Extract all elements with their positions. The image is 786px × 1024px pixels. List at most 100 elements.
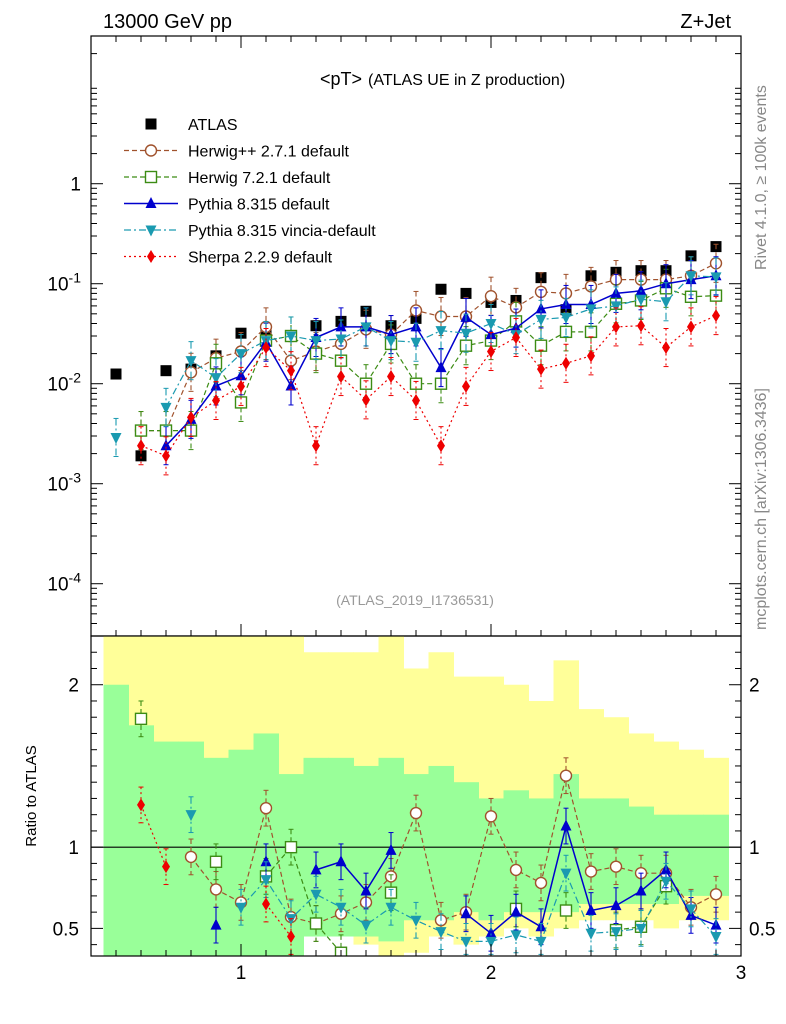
data-point-vincia xyxy=(685,271,697,283)
legend-marker xyxy=(147,250,155,263)
data-point-atlas xyxy=(435,283,447,295)
data-point-vincia xyxy=(185,356,197,368)
data-point-sherpa xyxy=(562,356,570,370)
data-point-herwigpp xyxy=(559,769,573,782)
data-point-vincia xyxy=(410,337,422,349)
data-point-sherpa xyxy=(537,362,545,376)
series-line-vincia xyxy=(240,871,717,943)
data-point-sherpa xyxy=(137,798,145,812)
data-point-herwigpp xyxy=(609,860,623,873)
data-point-vincia xyxy=(460,328,472,340)
ratio-y-axis-label: Ratio to ATLAS xyxy=(23,745,40,846)
data-point-vincia xyxy=(510,930,522,942)
data-point-sherpa xyxy=(312,439,320,453)
ratio-x-tick-label: 1 xyxy=(236,963,247,984)
data-point-herwig7 xyxy=(134,424,148,437)
data-point-herwig7 xyxy=(309,917,323,930)
series-line-sherpa xyxy=(140,804,292,937)
data-point-vincia xyxy=(460,936,472,948)
data-point-vincia xyxy=(235,902,247,914)
data-point-vincia xyxy=(660,297,672,309)
uncertainty-band-inner xyxy=(703,814,729,896)
analysis-watermark: (ATLAS_2019_I1736531) xyxy=(336,592,494,608)
ratio-panel: 0.5 0.5 1 1 2 2 1 2 3 Ratio to ATLAS xyxy=(23,635,775,984)
uncertainty-band-inner xyxy=(128,725,154,956)
data-point-sherpa xyxy=(437,439,445,453)
data-point-vincia xyxy=(560,868,572,880)
data-point-vincia xyxy=(335,334,347,346)
data-point-sherpa xyxy=(287,364,295,378)
data-point-sherpa xyxy=(487,344,495,358)
series-sherpa xyxy=(137,296,720,476)
legend-label: Sherpa 2.2.9 default xyxy=(188,250,333,267)
data-point-pythia xyxy=(585,904,597,916)
legend-label: Herwig 7.2.1 default xyxy=(188,170,331,187)
data-point-herwigpp xyxy=(259,801,273,815)
data-point-sherpa xyxy=(687,320,695,334)
y-tick-label: 10-4 xyxy=(47,570,81,596)
data-point-atlas xyxy=(460,287,472,299)
data-point-pythia xyxy=(360,884,372,896)
data-point-herwigpp xyxy=(534,876,548,890)
data-point-pythia xyxy=(485,926,497,938)
series-vincia xyxy=(185,796,722,955)
data-point-herwig7 xyxy=(284,840,298,854)
data-point-sherpa xyxy=(137,439,145,453)
header-process-label: Z+Jet xyxy=(680,11,731,33)
data-point-vincia xyxy=(235,349,247,361)
data-point-herwig7 xyxy=(359,377,373,390)
data-point-sherpa xyxy=(587,349,595,363)
data-point-herwig7 xyxy=(559,904,573,917)
data-point-vincia xyxy=(535,314,547,326)
plot-title-main: <pT> xyxy=(320,69,362,89)
mcplots-source-label: mcplots.cern.ch [arXiv:1306.3436] xyxy=(753,388,770,630)
data-point-pythia xyxy=(285,379,297,391)
data-point-sherpa xyxy=(262,341,270,355)
data-point-vincia xyxy=(685,904,697,916)
data-point-atlas xyxy=(160,365,172,377)
ratio-y-tick-label-right: 1 xyxy=(749,838,760,859)
data-point-vincia xyxy=(535,936,547,948)
data-point-sherpa xyxy=(512,330,520,344)
data-point-vincia xyxy=(710,272,722,284)
data-point-vincia xyxy=(410,915,422,927)
data-point-sherpa xyxy=(387,370,395,384)
y-tick-label: 10-2 xyxy=(47,370,81,396)
legend-item-sherpa: Sherpa 2.2.9 default xyxy=(124,250,333,267)
legend-marker xyxy=(145,225,157,237)
ratio-x-tick-label: 2 xyxy=(486,963,497,984)
series-vincia xyxy=(110,256,722,458)
data-point-sherpa xyxy=(237,379,245,393)
data-point-pythia xyxy=(210,918,222,930)
y-tick-label: 1 xyxy=(70,175,81,196)
ratio-y-tick-label-right: 0.5 xyxy=(749,919,775,940)
data-point-pythia xyxy=(635,284,647,296)
ratio-x-tick-label: 3 xyxy=(736,963,747,984)
data-point-vincia xyxy=(285,331,297,343)
data-point-vincia xyxy=(435,326,447,338)
main-panel: 10-4 10-3 10-2 10-1 1 <pT> (ATLAS UE in Z pr… xyxy=(47,35,742,637)
data-point-herwig7 xyxy=(534,339,548,352)
data-point-vincia xyxy=(660,876,672,888)
data-point-herwigpp xyxy=(584,865,598,878)
legend-item-herwig7: Herwig 7.2.1 default xyxy=(124,170,331,187)
series-sherpa xyxy=(137,786,295,955)
data-point-sherpa xyxy=(337,370,345,384)
legend-marker xyxy=(144,144,158,157)
data-point-vincia xyxy=(635,294,647,306)
data-point-atlas xyxy=(135,450,147,462)
data-point-sherpa xyxy=(187,410,195,424)
data-point-vincia xyxy=(435,927,447,939)
data-point-sherpa xyxy=(462,379,470,393)
uncertainty-band-inner xyxy=(103,684,129,956)
data-point-vincia xyxy=(485,936,497,948)
legend-item-herwigpp: Herwig++ 2.7.1 default xyxy=(124,144,350,161)
data-point-pythia xyxy=(310,863,322,875)
ratio-y-tick-label: 2 xyxy=(68,676,79,697)
plot-title-sub: (ATLAS UE in Z production) xyxy=(368,72,565,89)
data-point-herwig7 xyxy=(134,712,148,726)
legend-marker xyxy=(145,118,157,130)
data-point-pythia xyxy=(260,855,272,867)
data-point-vincia xyxy=(610,301,622,313)
